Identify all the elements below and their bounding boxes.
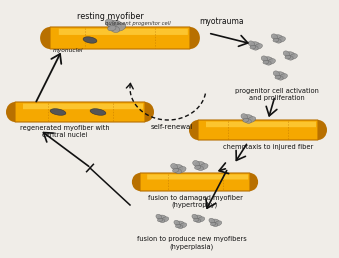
Ellipse shape bbox=[275, 75, 281, 79]
FancyBboxPatch shape bbox=[140, 173, 250, 191]
Ellipse shape bbox=[192, 214, 198, 219]
FancyBboxPatch shape bbox=[59, 29, 188, 35]
Ellipse shape bbox=[275, 72, 285, 78]
Ellipse shape bbox=[280, 74, 287, 79]
Ellipse shape bbox=[158, 215, 166, 221]
Ellipse shape bbox=[271, 34, 278, 39]
Ellipse shape bbox=[158, 218, 163, 222]
Ellipse shape bbox=[243, 118, 249, 122]
Ellipse shape bbox=[195, 165, 201, 169]
Ellipse shape bbox=[273, 71, 280, 76]
Ellipse shape bbox=[275, 39, 281, 43]
Ellipse shape bbox=[277, 76, 283, 80]
Ellipse shape bbox=[50, 109, 66, 115]
Ellipse shape bbox=[173, 165, 183, 172]
Text: fusion to damaged myofiber
(hypertrophy): fusion to damaged myofiber (hypertrophy) bbox=[147, 195, 242, 208]
Text: regenerated myofiber with
central nuclei: regenerated myofiber with central nuclei bbox=[20, 125, 110, 138]
Ellipse shape bbox=[212, 223, 218, 227]
Ellipse shape bbox=[309, 120, 327, 140]
Ellipse shape bbox=[105, 19, 114, 27]
Ellipse shape bbox=[176, 221, 184, 227]
Ellipse shape bbox=[263, 60, 269, 64]
Ellipse shape bbox=[90, 109, 106, 115]
Ellipse shape bbox=[265, 61, 271, 65]
Ellipse shape bbox=[40, 27, 60, 49]
Text: progenitor cell activation
and proliferation: progenitor cell activation and prolifera… bbox=[235, 88, 319, 101]
Ellipse shape bbox=[263, 57, 273, 63]
Ellipse shape bbox=[261, 56, 267, 61]
FancyBboxPatch shape bbox=[198, 120, 318, 140]
Ellipse shape bbox=[156, 214, 162, 219]
Ellipse shape bbox=[173, 168, 179, 172]
Ellipse shape bbox=[198, 217, 205, 222]
Ellipse shape bbox=[178, 167, 186, 173]
Ellipse shape bbox=[250, 45, 256, 49]
Ellipse shape bbox=[278, 37, 285, 42]
Ellipse shape bbox=[194, 218, 199, 222]
Ellipse shape bbox=[243, 115, 253, 121]
Ellipse shape bbox=[209, 218, 215, 223]
Ellipse shape bbox=[197, 166, 203, 171]
Ellipse shape bbox=[285, 55, 291, 59]
Ellipse shape bbox=[83, 37, 97, 43]
Ellipse shape bbox=[285, 52, 295, 58]
Ellipse shape bbox=[194, 215, 202, 221]
FancyBboxPatch shape bbox=[50, 27, 190, 49]
Ellipse shape bbox=[136, 102, 154, 122]
FancyBboxPatch shape bbox=[23, 104, 143, 109]
Text: myonuclei: myonuclei bbox=[53, 48, 83, 53]
Ellipse shape bbox=[175, 169, 181, 174]
Ellipse shape bbox=[108, 20, 122, 30]
Ellipse shape bbox=[283, 51, 290, 56]
Ellipse shape bbox=[180, 223, 187, 228]
Ellipse shape bbox=[241, 114, 247, 119]
Ellipse shape bbox=[176, 224, 181, 228]
Ellipse shape bbox=[268, 59, 275, 64]
Ellipse shape bbox=[287, 56, 293, 60]
Ellipse shape bbox=[245, 119, 251, 123]
Ellipse shape bbox=[250, 42, 260, 48]
Ellipse shape bbox=[115, 23, 126, 31]
Ellipse shape bbox=[171, 164, 178, 169]
Ellipse shape bbox=[248, 41, 255, 46]
Ellipse shape bbox=[211, 219, 219, 225]
Ellipse shape bbox=[162, 217, 169, 222]
Ellipse shape bbox=[180, 27, 200, 49]
Ellipse shape bbox=[189, 120, 207, 140]
Ellipse shape bbox=[193, 160, 199, 166]
Ellipse shape bbox=[111, 26, 120, 33]
Ellipse shape bbox=[6, 102, 24, 122]
Ellipse shape bbox=[159, 219, 165, 223]
Ellipse shape bbox=[200, 164, 208, 170]
Text: myotrauma: myotrauma bbox=[200, 17, 244, 26]
Ellipse shape bbox=[273, 35, 283, 41]
FancyBboxPatch shape bbox=[15, 102, 145, 122]
Ellipse shape bbox=[242, 173, 258, 191]
Text: fusion to produce new myofibers
(hyperplasia): fusion to produce new myofibers (hyperpl… bbox=[137, 236, 247, 249]
Ellipse shape bbox=[132, 173, 148, 191]
Text: self-renewal: self-renewal bbox=[151, 124, 193, 130]
Ellipse shape bbox=[195, 219, 201, 223]
Ellipse shape bbox=[215, 221, 222, 226]
Text: chemotaxis to injured fiber: chemotaxis to injured fiber bbox=[223, 144, 313, 150]
Text: quiescent progenitor cell: quiescent progenitor cell bbox=[105, 21, 171, 26]
Ellipse shape bbox=[290, 54, 297, 59]
FancyBboxPatch shape bbox=[206, 122, 316, 127]
Ellipse shape bbox=[174, 220, 180, 225]
FancyBboxPatch shape bbox=[147, 174, 248, 180]
Ellipse shape bbox=[108, 26, 116, 31]
Ellipse shape bbox=[177, 224, 183, 229]
Ellipse shape bbox=[248, 117, 256, 122]
Ellipse shape bbox=[211, 222, 216, 225]
Ellipse shape bbox=[195, 162, 205, 168]
Ellipse shape bbox=[273, 38, 279, 42]
Text: resting myofiber: resting myofiber bbox=[77, 12, 143, 21]
Ellipse shape bbox=[255, 44, 262, 49]
Ellipse shape bbox=[252, 46, 258, 50]
